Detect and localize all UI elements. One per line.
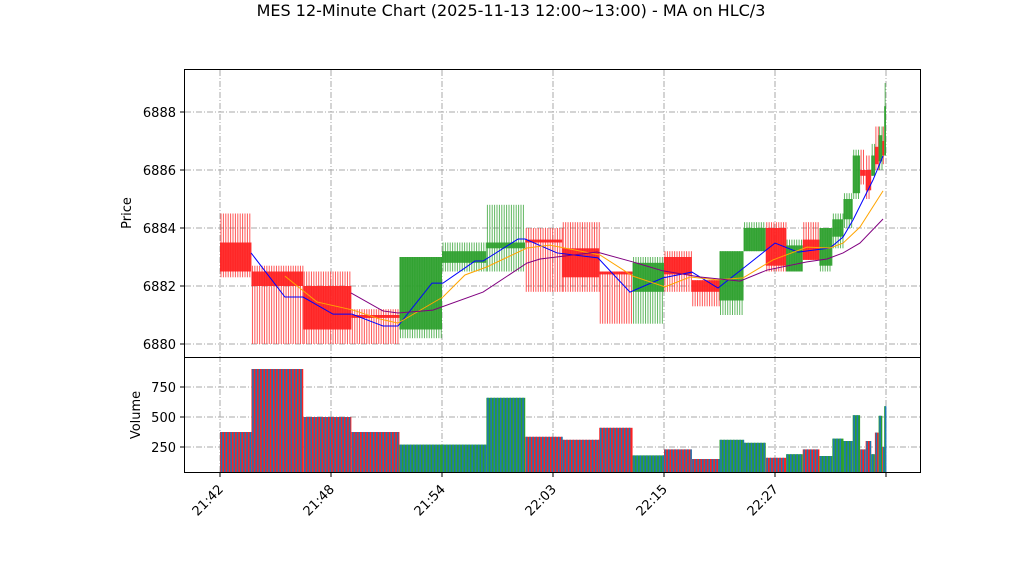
- volume-tick-label: 750: [151, 381, 176, 396]
- candle-body: [884, 106, 886, 156]
- volume-bar: [832, 438, 844, 472]
- time-tick-label: 22:03: [523, 482, 560, 519]
- candle-body: [882, 141, 885, 156]
- candle-body: [719, 251, 744, 301]
- candle-body: [871, 155, 875, 176]
- candle-body: [878, 135, 883, 162]
- candle-body: [251, 271, 304, 286]
- volume-panel-frame: [184, 357, 921, 473]
- candle-body: [525, 239, 563, 243]
- time-tick-label: 21:48: [301, 482, 338, 519]
- chart-title: MES 12-Minute Chart (2025-11-13 12:00~13…: [257, 1, 766, 20]
- candle-body: [743, 228, 766, 252]
- volume-bar: [525, 436, 563, 472]
- volume-bar: [865, 441, 872, 472]
- candle-body: [399, 257, 442, 330]
- volume-tick-label: 250: [151, 441, 176, 456]
- volume-bar: [852, 415, 861, 472]
- candle-body: [220, 242, 252, 272]
- price-tick-label: 6886: [143, 164, 176, 179]
- candle-body: [832, 219, 844, 237]
- time-tick-label: 21:54: [412, 482, 449, 519]
- ma_fast-line: [250, 155, 884, 327]
- candle-body: [664, 257, 692, 275]
- candle-body: [765, 228, 787, 266]
- candle-body: [852, 155, 861, 194]
- volume-bar: [562, 439, 600, 472]
- ma_slow-line: [350, 218, 884, 314]
- time-tick-label: 21:42: [190, 482, 227, 519]
- volume-bar: [442, 444, 487, 472]
- price-axis-label: Price: [120, 197, 135, 229]
- candle-body: [819, 228, 833, 266]
- candle-body: [874, 146, 879, 165]
- ma_mid-line: [284, 190, 884, 324]
- candle-body: [442, 251, 487, 263]
- price-tick-label: 6884: [143, 222, 176, 237]
- price-tick-label: 6882: [143, 280, 176, 295]
- candle-body: [486, 242, 526, 249]
- volume-tick-label: 500: [151, 411, 176, 426]
- volume-bar: [819, 456, 833, 472]
- time-tick-label: 22:27: [745, 482, 782, 519]
- candle-body: [351, 315, 400, 318]
- volume-axis-label: Volume: [129, 391, 144, 439]
- candle-body: [843, 199, 853, 220]
- volume-bar: [860, 449, 866, 472]
- price-tick-label: 6880: [143, 338, 176, 353]
- candle-body: [802, 239, 820, 260]
- candle-body: [691, 280, 720, 292]
- time-tick-label: 22:15: [634, 482, 671, 519]
- volume-bar: [486, 397, 526, 472]
- price-tick-label: 6888: [143, 106, 176, 121]
- candle-body: [860, 170, 866, 176]
- candle-body: [865, 170, 872, 191]
- candle-body: [599, 271, 633, 275]
